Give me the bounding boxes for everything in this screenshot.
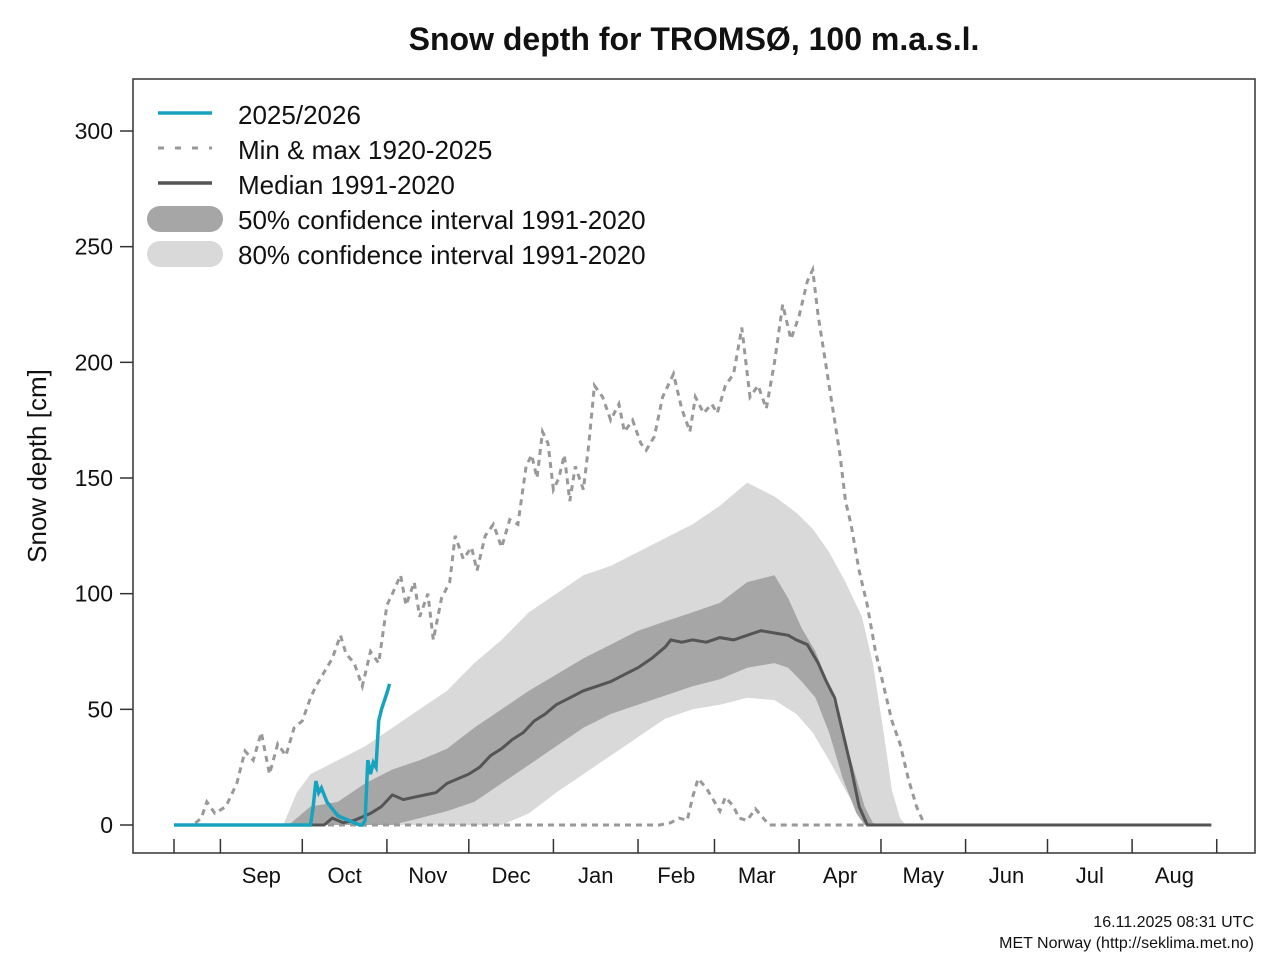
chart-title: Snow depth for TROMSØ, 100 m.a.s.l. bbox=[409, 21, 980, 57]
series-lines bbox=[174, 264, 1212, 827]
footer-source: MET Norway (http://seklima.met.no) bbox=[999, 935, 1254, 952]
x-tick-label-feb: Feb bbox=[657, 863, 695, 888]
y-tick-label: 100 bbox=[75, 581, 113, 607]
series-max-line bbox=[174, 264, 1212, 827]
x-tick-label-jul: Jul bbox=[1076, 863, 1104, 888]
legend: 2025/2026 Min & max 1920-2025 Median 1991-… bbox=[147, 100, 646, 270]
legend-label: Median 1991-2020 bbox=[238, 170, 455, 200]
y-tick-label: 150 bbox=[75, 465, 113, 491]
x-tick-label-dec: Dec bbox=[492, 863, 531, 888]
footer: 16.11.2025 08:31 UTC MET Norway (http://… bbox=[999, 912, 1254, 954]
band-50-percent bbox=[174, 575, 1212, 825]
legend-swatch-80 bbox=[147, 241, 223, 267]
x-tick-label-apr: Apr bbox=[823, 863, 857, 888]
y-tick-label: 200 bbox=[75, 349, 113, 375]
x-tick-label-may: May bbox=[903, 863, 945, 888]
x-tick-label-mar: Mar bbox=[738, 863, 776, 888]
x-axis: Sep Oct Nov Dec Jan Feb Mar Apr May Jun Jul Aug bbox=[173, 839, 1218, 888]
y-axis: 0 50 100 150 200 250 300 bbox=[75, 118, 133, 838]
y-tick-label: 300 bbox=[75, 118, 113, 144]
y-tick-label: 250 bbox=[75, 234, 113, 260]
legend-label: 2025/2026 bbox=[238, 100, 361, 130]
x-tick-label-oct: Oct bbox=[327, 863, 361, 888]
x-tick-label-jun: Jun bbox=[989, 863, 1024, 888]
legend-label: 80% confidence interval 1991-2020 bbox=[238, 240, 646, 270]
series-median-line bbox=[174, 629, 1212, 827]
footer-timestamp: 16.11.2025 08:31 UTC bbox=[1093, 914, 1254, 931]
legend-swatch-50 bbox=[147, 206, 223, 232]
x-tick-label-nov: Nov bbox=[408, 863, 447, 888]
series-current-line bbox=[174, 683, 392, 827]
confidence-bands bbox=[174, 482, 1212, 825]
series-min-line bbox=[174, 775, 1212, 827]
plot-frame bbox=[132, 78, 1256, 854]
x-tick-label-aug: Aug bbox=[1155, 863, 1194, 888]
legend-label: 50% confidence interval 1991-2020 bbox=[238, 205, 646, 235]
y-tick-label: 0 bbox=[100, 812, 113, 838]
y-tick-label: 50 bbox=[87, 696, 113, 722]
x-tick-label-sep: Sep bbox=[242, 863, 281, 888]
x-tick-label-jan: Jan bbox=[578, 863, 613, 888]
y-axis-label: Snow depth [cm] bbox=[22, 369, 52, 563]
legend-label: Min & max 1920-2025 bbox=[238, 135, 492, 165]
